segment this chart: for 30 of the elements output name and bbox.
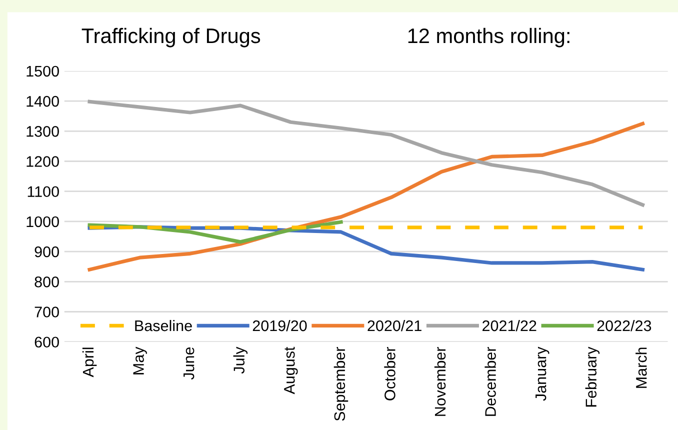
legend-label: 2022/23 [597,320,652,332]
x-tick-label: July [233,346,248,374]
y-tick-label: 700 [34,306,59,318]
x-tick-label: February [585,346,600,407]
chart-title: Trafficking of Drugs [82,28,260,48]
y-tick-label: 900 [34,246,59,258]
x-tick-label: June [184,347,194,380]
y-tick-label: 1200 [26,156,59,167]
legend-label: 2021/22 [482,320,536,332]
y-tick-label: 1000 [26,216,59,228]
y-tick-label: 600 [34,336,59,348]
y-tick-label: 1400 [26,96,59,107]
y-tick-label: 800 [34,276,59,288]
legend-label: 2020/21 [368,320,422,332]
x-tick-label: May [133,346,147,374]
x-tick-label: April [82,348,97,378]
y-tick-label: 1500 [26,66,59,77]
x-tick-label: October [384,346,396,400]
x-tick-label: November [434,346,446,416]
x-tick-label: December [484,346,496,416]
legend-label: Baseline [135,320,192,332]
y-tick-label: 1100 [28,186,59,198]
x-tick-label: March [636,348,647,388]
x-tick-label: September [334,346,348,421]
line-series [88,100,644,207]
chart-subtitle: 12 months rolling: [408,28,570,48]
x-tick-label: August [284,346,298,394]
y-tick-label: 1300 [26,126,59,137]
x-tick-label: January [536,346,550,401]
legend-label: 2019/20 [252,320,307,332]
